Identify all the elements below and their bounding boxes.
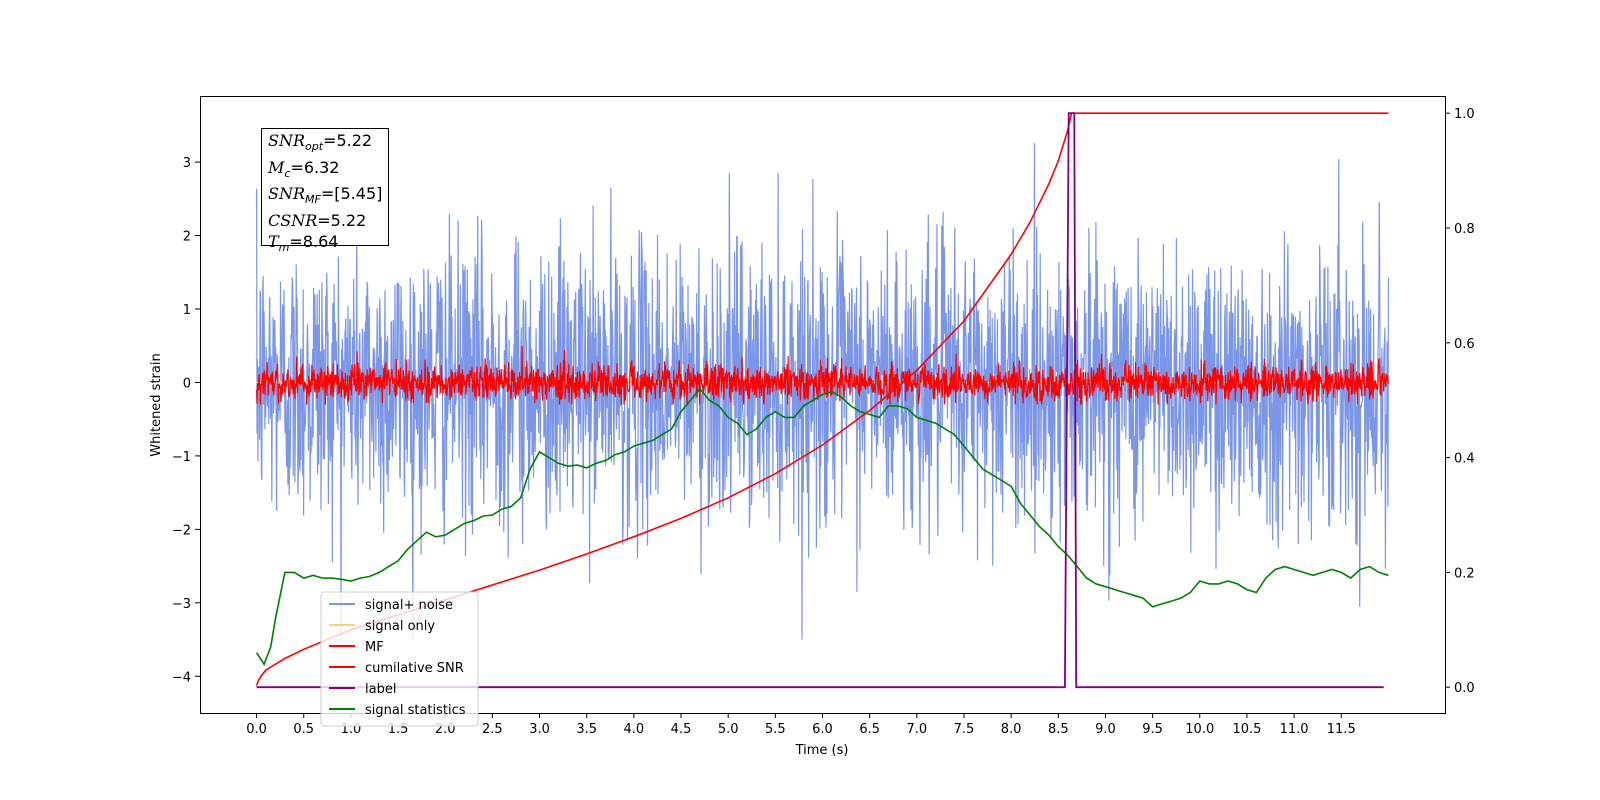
x-tick-label: 10.0	[1185, 722, 1214, 737]
y-tick-label: −3	[172, 597, 191, 612]
x-tick-label: 0.0	[246, 722, 267, 737]
legend-label: MF	[365, 640, 384, 655]
x-axis-label: Time (s)	[795, 743, 849, 758]
snr-opt-value: 5.22	[336, 131, 373, 150]
tm-line: Tm=8.64	[268, 231, 339, 254]
snr-mf-line: SNRMF=[5.45]	[268, 184, 383, 207]
x-tick-label: 3.0	[529, 722, 550, 737]
snr-opt-line: SNRopt=5.22	[268, 131, 373, 154]
csnr-line: CSNR=5.22	[268, 211, 367, 231]
y-tick-label: 1	[183, 303, 191, 318]
legend-label: label	[365, 682, 396, 697]
x-tick-label: 3.5	[576, 722, 597, 737]
y-tick-label: −4	[172, 670, 191, 685]
y-tick-label: 0	[183, 376, 191, 391]
signal-statistics-line	[255, 387, 1389, 666]
mf-series	[256, 346, 1389, 405]
y2-tick-label: 1.0	[1454, 107, 1475, 122]
x-tick-label: 9.0	[1095, 722, 1116, 737]
label-series	[256, 112, 1384, 689]
x-tick-label: 0.5	[293, 722, 314, 737]
x-tick-label: 6.5	[859, 722, 880, 737]
label-line	[256, 112, 1384, 689]
x-tick-label: 6.0	[812, 722, 833, 737]
x-tick-label: 4.5	[671, 722, 692, 737]
legend-label: signal+ noise	[365, 598, 453, 613]
signal-noise-line	[256, 143, 1389, 640]
csnr-value: 5.22	[330, 211, 367, 231]
x-tick-label: 2.5	[482, 722, 503, 737]
snr-mf-value: [5.45]	[334, 184, 383, 204]
legend-label: signal statistics	[365, 703, 466, 718]
signal-statistics-series	[255, 387, 1389, 666]
legend-frame	[320, 591, 479, 727]
y2-tick-label: 0.4	[1454, 452, 1475, 467]
x-tick-label: 5.0	[718, 722, 739, 737]
cumulative-snr-series	[255, 112, 1389, 686]
x-tick-label: 9.5	[1142, 722, 1163, 737]
tm-value: 8.64	[302, 231, 339, 251]
x-tick-label: 11.0	[1280, 722, 1309, 737]
y-tick-label: 2	[183, 230, 191, 245]
signal-noise-series	[256, 143, 1389, 640]
y-tick-label: −1	[172, 450, 191, 465]
y-axis-right: 1.0 0.8 0.6 0.4 0.2 0.0	[1445, 107, 1475, 696]
y-tick-label: 3	[183, 156, 191, 171]
x-tick-label: 8.0	[1001, 722, 1022, 737]
x-tick-label: 8.5	[1048, 722, 1069, 737]
y2-tick-label: 0.0	[1454, 681, 1475, 696]
y2-tick-label: 0.8	[1454, 222, 1475, 237]
y-axis-label: Whitened strain	[149, 353, 164, 456]
x-tick-label: 7.5	[954, 722, 975, 737]
mf-line	[256, 346, 1389, 405]
cumulative-snr-line	[255, 112, 1389, 686]
legend-label: cumilative SNR	[365, 661, 464, 676]
legend: signal+ noise signal only MF cumilative SNR…	[320, 591, 479, 727]
x-axis: 0.0 0.5 1.0 1.5 2.0 2.5 3.0 3.5 4.0 4.5 5.0 5.5 6.0 6…	[246, 713, 1356, 737]
x-tick-label: 11.5	[1327, 722, 1356, 737]
snr-annotation-box: SNRopt=5.22 Mc=6.32 SNRMF=[5.45] CSNR=5.…	[261, 128, 389, 254]
mc-line: Mc=6.32	[268, 157, 340, 180]
x-tick-label: 4.0	[624, 722, 645, 737]
x-tick-label: 10.5	[1232, 722, 1261, 737]
x-tick-label: 7.0	[906, 722, 927, 737]
y-tick-label: −2	[172, 523, 191, 538]
y2-tick-label: 0.2	[1454, 566, 1475, 581]
x-tick-label: 5.5	[765, 722, 786, 737]
y2-tick-label: 0.6	[1454, 337, 1475, 352]
mc-value: 6.32	[303, 157, 340, 177]
legend-label: signal only	[365, 619, 435, 634]
y-axis-left: 3 2 1 0 −1 −2 −3 −4	[172, 156, 200, 685]
